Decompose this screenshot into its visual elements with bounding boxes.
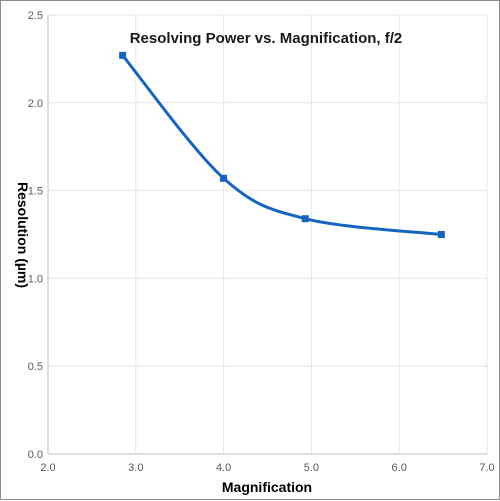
y-tick-label: 2.5: [28, 10, 43, 22]
series-layer: [119, 51, 445, 238]
x-tick-label: 3.0: [128, 462, 143, 474]
y-tick-labels: 0.0 0.5 1.0 1.5 2.0 2.5: [28, 10, 43, 461]
x-tick-labels: 2.0 3.0 4.0 5.0 6.0 7.0: [40, 462, 494, 474]
y-tick-label: 1.5: [28, 186, 43, 198]
x-tick-label: 4.0: [216, 462, 231, 474]
x-axis-label: Magnification: [222, 479, 312, 495]
axes: [47, 15, 487, 455]
data-point-marker: [301, 215, 309, 223]
x-tick-label: 2.0: [40, 462, 55, 474]
x-tick-label: 6.0: [392, 462, 407, 474]
gridlines: [47, 14, 488, 455]
series-line: [121, 54, 442, 236]
x-tick-label: 5.0: [304, 462, 319, 474]
y-axis-label: Resolution (µm): [15, 182, 31, 288]
data-point-marker: [437, 231, 445, 238]
x-tick-label: 7.0: [479, 462, 494, 474]
y-tick-label: 2.0: [28, 98, 43, 110]
chart-title: Resolving Power vs. Magnification, f/2: [130, 30, 403, 47]
y-tick-label: 1.0: [28, 273, 43, 285]
data-point-marker: [220, 174, 228, 182]
y-tick-label: 0.5: [28, 361, 43, 373]
y-tick-label: 0.0: [28, 449, 43, 461]
data-point-marker: [119, 51, 127, 59]
